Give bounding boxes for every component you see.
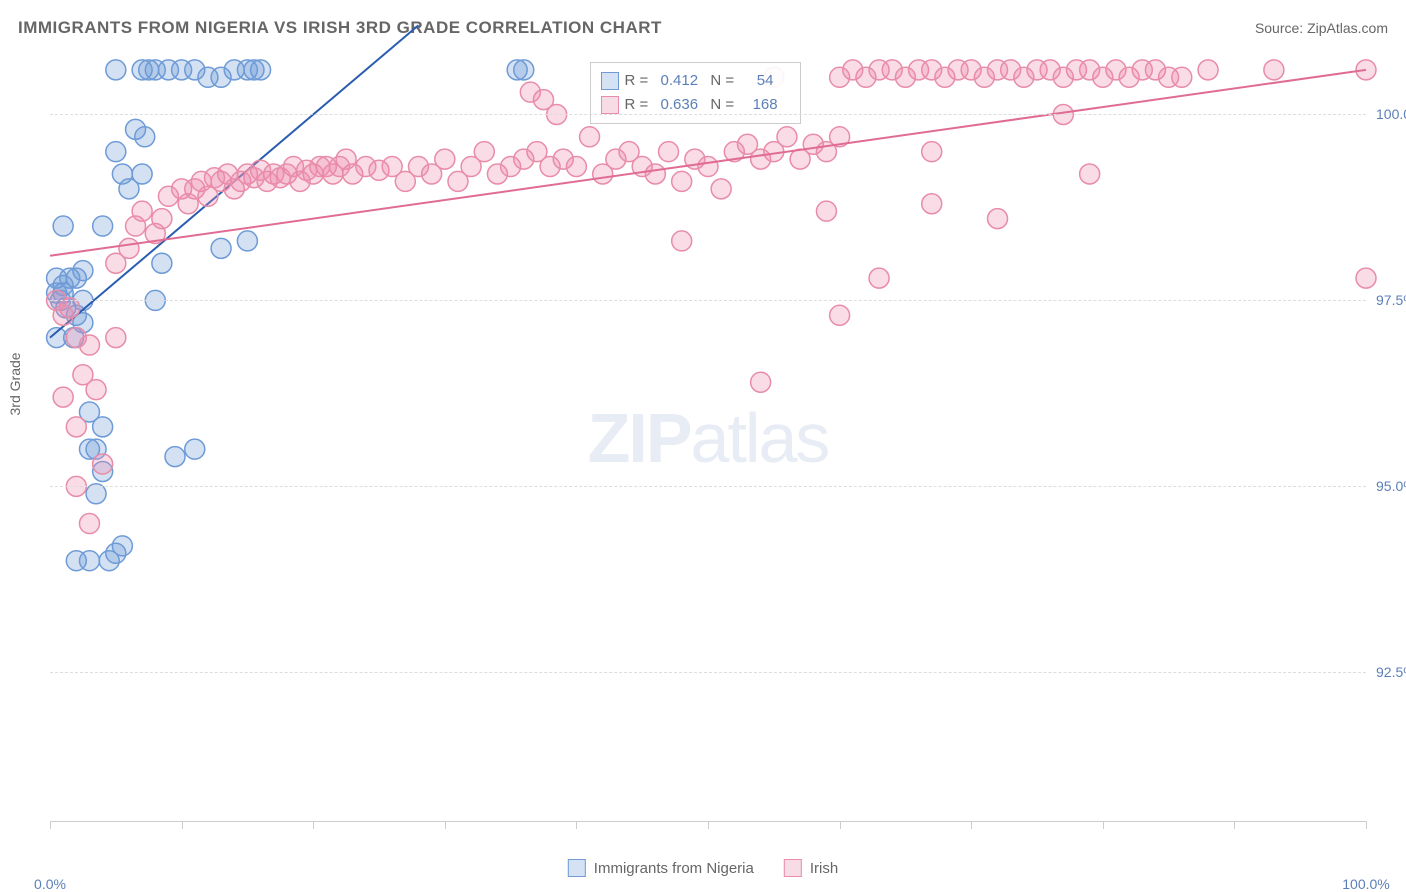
data-point bbox=[93, 454, 113, 474]
x-tick bbox=[50, 821, 51, 829]
x-tick bbox=[1366, 821, 1367, 829]
data-point bbox=[165, 447, 185, 467]
legend-swatch bbox=[601, 96, 619, 114]
legend-swatch bbox=[568, 859, 586, 877]
stats-n-value: 168 bbox=[740, 93, 790, 117]
stats-legend-row: R =0.412N =54 bbox=[601, 69, 791, 93]
gridline bbox=[50, 114, 1366, 115]
data-point bbox=[698, 157, 718, 177]
chart-title: IMMIGRANTS FROM NIGERIA VS IRISH 3RD GRA… bbox=[18, 18, 662, 38]
data-point bbox=[1356, 268, 1376, 288]
x-tick bbox=[445, 821, 446, 829]
stats-n-label: N = bbox=[710, 93, 734, 117]
source-name: ZipAtlas.com bbox=[1307, 20, 1388, 36]
stats-r-value: 0.412 bbox=[654, 69, 704, 93]
bottom-legend: Immigrants from Nigeria Irish bbox=[568, 859, 838, 877]
x-tick bbox=[1103, 821, 1104, 829]
scatter-plot-svg bbox=[50, 55, 1366, 821]
data-point bbox=[777, 127, 797, 147]
stats-r-label: R = bbox=[625, 69, 649, 93]
x-tick bbox=[576, 821, 577, 829]
gridline bbox=[50, 300, 1366, 301]
data-point bbox=[474, 142, 494, 162]
data-point bbox=[132, 164, 152, 184]
data-point bbox=[53, 216, 73, 236]
data-point bbox=[237, 231, 257, 251]
data-point bbox=[922, 142, 942, 162]
data-point bbox=[106, 142, 126, 162]
x-tick bbox=[971, 821, 972, 829]
chart-header: IMMIGRANTS FROM NIGERIA VS IRISH 3RD GRA… bbox=[18, 18, 1388, 38]
data-point bbox=[106, 60, 126, 80]
data-point bbox=[132, 201, 152, 221]
data-point bbox=[119, 238, 139, 258]
data-point bbox=[112, 536, 132, 556]
data-point bbox=[251, 60, 271, 80]
x-tick bbox=[840, 821, 841, 829]
data-point bbox=[152, 253, 172, 273]
y-tick-label: 92.5% bbox=[1376, 664, 1406, 680]
bottom-legend-item: Immigrants from Nigeria bbox=[568, 859, 754, 877]
gridline bbox=[50, 672, 1366, 673]
plot-area: ZIPatlas R =0.412N =54R =0.636N =168 92.… bbox=[50, 55, 1366, 822]
data-point bbox=[1172, 67, 1192, 87]
stats-n-value: 54 bbox=[740, 69, 790, 93]
data-point bbox=[135, 127, 155, 147]
x-tick bbox=[313, 821, 314, 829]
data-point bbox=[830, 305, 850, 325]
data-point bbox=[53, 387, 73, 407]
data-point bbox=[79, 514, 99, 534]
legend-label: Immigrants from Nigeria bbox=[594, 860, 754, 877]
x-tick-label: 0.0% bbox=[34, 876, 66, 892]
data-point bbox=[1264, 60, 1284, 80]
x-tick bbox=[708, 821, 709, 829]
data-point bbox=[659, 142, 679, 162]
chart-container: 3rd Grade ZIPatlas R =0.412N =54R =0.636… bbox=[50, 55, 1366, 822]
data-point bbox=[751, 372, 771, 392]
stats-n-label: N = bbox=[710, 69, 734, 93]
data-point bbox=[1198, 60, 1218, 80]
data-point bbox=[711, 179, 731, 199]
x-tick bbox=[182, 821, 183, 829]
data-point bbox=[816, 201, 836, 221]
stats-r-value: 0.636 bbox=[654, 93, 704, 117]
y-axis-label: 3rd Grade bbox=[7, 352, 23, 415]
data-point bbox=[79, 335, 99, 355]
data-point bbox=[79, 551, 99, 571]
data-point bbox=[185, 439, 205, 459]
legend-swatch bbox=[601, 72, 619, 90]
data-point bbox=[435, 149, 455, 169]
source-prefix: Source: bbox=[1255, 20, 1307, 36]
data-point bbox=[988, 209, 1008, 229]
data-point bbox=[1080, 164, 1100, 184]
data-point bbox=[152, 209, 172, 229]
y-tick-label: 100.0% bbox=[1376, 106, 1406, 122]
chart-source: Source: ZipAtlas.com bbox=[1255, 20, 1388, 36]
data-point bbox=[922, 194, 942, 214]
data-point bbox=[93, 216, 113, 236]
data-point bbox=[672, 231, 692, 251]
data-point bbox=[514, 60, 534, 80]
legend-swatch bbox=[784, 859, 802, 877]
data-point bbox=[106, 328, 126, 348]
bottom-legend-item: Irish bbox=[784, 859, 838, 877]
gridline bbox=[50, 486, 1366, 487]
data-point bbox=[580, 127, 600, 147]
stats-legend-row: R =0.636N =168 bbox=[601, 93, 791, 117]
y-tick-label: 95.0% bbox=[1376, 478, 1406, 494]
data-point bbox=[672, 171, 692, 191]
x-tick-label: 100.0% bbox=[1342, 876, 1389, 892]
data-point bbox=[211, 238, 231, 258]
stats-r-label: R = bbox=[625, 93, 649, 117]
data-point bbox=[869, 268, 889, 288]
data-point bbox=[645, 164, 665, 184]
data-point bbox=[73, 261, 93, 281]
data-point bbox=[86, 380, 106, 400]
x-tick bbox=[1234, 821, 1235, 829]
data-point bbox=[566, 157, 586, 177]
legend-label: Irish bbox=[810, 860, 838, 877]
y-tick-label: 97.5% bbox=[1376, 292, 1406, 308]
data-point bbox=[66, 417, 86, 437]
